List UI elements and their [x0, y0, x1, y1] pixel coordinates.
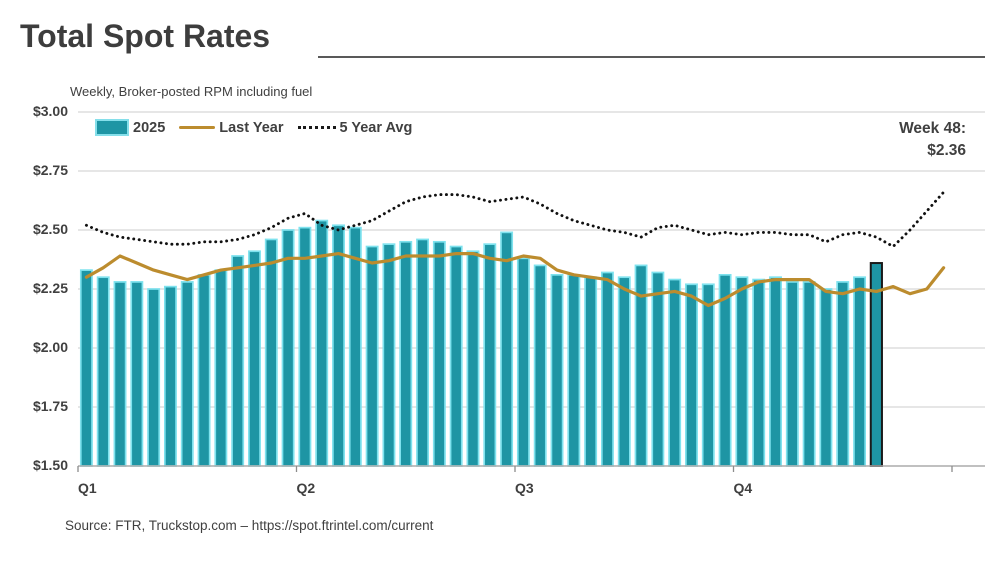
bar-week-8	[197, 273, 211, 467]
bar-week-38	[701, 283, 715, 467]
bar-week-32	[600, 271, 614, 467]
bar-week-44	[802, 281, 816, 467]
bar-week-17	[348, 226, 362, 467]
bar-week-43	[785, 281, 799, 467]
legend-item-last-year: Last Year	[179, 119, 284, 136]
y-axis-label: $2.00	[32, 339, 68, 355]
bar-week-41	[752, 278, 766, 467]
bar-week-20	[399, 240, 413, 467]
bar-week-36	[668, 278, 682, 467]
chart-subtitle: Weekly, Broker-posted RPM including fuel	[70, 84, 313, 99]
bar-week-12	[264, 238, 278, 467]
bar-week-4	[130, 281, 144, 467]
bar-week-6	[163, 285, 177, 467]
bar-week-2	[96, 276, 110, 467]
bar-week-9	[214, 269, 228, 467]
bar-week-19	[382, 243, 396, 467]
week-annotation: Week 48: $2.36	[899, 118, 966, 162]
bar-week-5	[147, 288, 161, 467]
week-annotation-value: $2.36	[927, 142, 966, 159]
bar-week-7	[180, 281, 194, 467]
bar-week-16	[332, 224, 345, 467]
bar-week-42	[769, 276, 782, 467]
bar-week-29	[550, 273, 564, 467]
y-axis-label: $1.75	[32, 398, 68, 414]
y-axis-label: $2.25	[32, 280, 68, 296]
legend: 2025 Last Year 5 Year Avg	[95, 119, 412, 136]
legend-item-2025: 2025	[95, 119, 165, 136]
bar-week-30	[567, 273, 581, 467]
bar-week-45	[819, 288, 833, 467]
bar-week-35	[651, 271, 665, 467]
bar-week-31	[584, 276, 598, 467]
dotted-swatch-icon	[297, 126, 336, 129]
y-axis-label: $2.50	[32, 221, 68, 237]
x-axis-label-q3: Q3	[515, 480, 534, 496]
bar-week-28	[533, 264, 547, 467]
week-annotation-week: Week 48:	[899, 120, 966, 137]
x-axis-label-q4: Q4	[733, 480, 753, 496]
bar-week-26	[500, 231, 514, 467]
bar-week-1	[79, 269, 93, 467]
bar-week-10	[231, 255, 245, 467]
bar-week-18	[365, 245, 379, 467]
x-axis-label-q2: Q2	[296, 480, 316, 496]
five-year-avg-line	[84, 190, 946, 248]
y-axis-label: $1.50	[32, 457, 68, 473]
bar-week-47	[853, 276, 867, 467]
bar-week-11	[248, 250, 261, 467]
line-swatch-icon	[179, 126, 216, 129]
bar-week-37	[685, 283, 698, 467]
bar-week-3	[113, 281, 127, 467]
x-axis-label-q1: Q1	[78, 480, 97, 496]
bar-week-23	[449, 245, 463, 467]
bar-week-24	[466, 250, 480, 467]
bar-week-25	[483, 243, 497, 467]
bar-week-27	[516, 257, 530, 467]
page-title: Total Spot Rates	[20, 18, 271, 54]
y-axis-label: $3.00	[32, 103, 68, 119]
legend-label: Last Year	[219, 119, 284, 136]
legend-item-5-year-avg: 5 Year Avg	[297, 119, 413, 136]
bar-week-39	[718, 273, 732, 467]
y-axis-label: $2.75	[32, 162, 68, 178]
legend-label: 5 Year Avg	[339, 119, 413, 136]
bar-week-46	[836, 281, 850, 467]
bar-week-40	[735, 276, 749, 467]
last-year-line	[84, 252, 946, 308]
title-rule	[318, 56, 985, 58]
source-text: Source: FTR, Truckstop.com – https://spo…	[65, 518, 434, 533]
bar-week-21	[416, 238, 430, 467]
bar-week-48-highlighted	[869, 262, 883, 468]
legend-label: 2025	[133, 119, 166, 136]
bar-swatch-icon	[95, 119, 129, 136]
bar-week-13	[281, 229, 295, 467]
bar-week-33	[617, 276, 631, 467]
bar-week-22	[432, 240, 446, 467]
bar-week-14	[298, 226, 312, 467]
